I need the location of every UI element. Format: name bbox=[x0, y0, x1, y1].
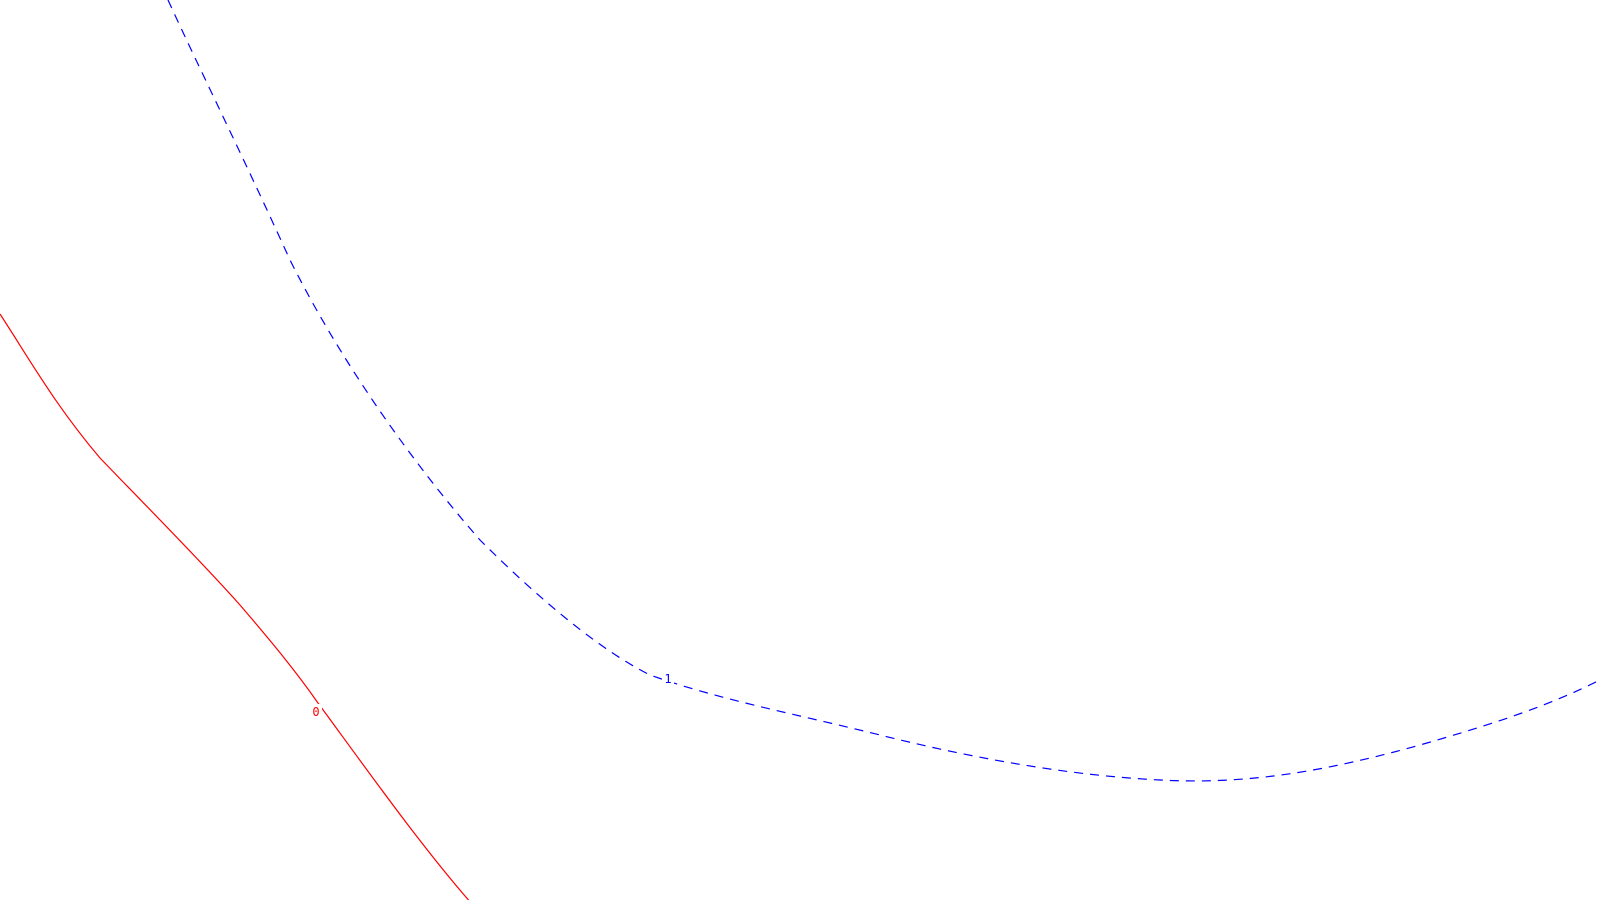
contour-1-label: 1 bbox=[664, 672, 671, 686]
contour-0-label: 0 bbox=[312, 705, 319, 719]
contour-line-1: 1 bbox=[167, 0, 1600, 782]
contour-1-label-bg bbox=[662, 671, 674, 685]
contour-0-label-bg bbox=[310, 704, 322, 718]
contour-1-path bbox=[167, 0, 1600, 782]
contour-0-path bbox=[0, 313, 470, 900]
contour-line-0: 0 bbox=[0, 313, 470, 900]
